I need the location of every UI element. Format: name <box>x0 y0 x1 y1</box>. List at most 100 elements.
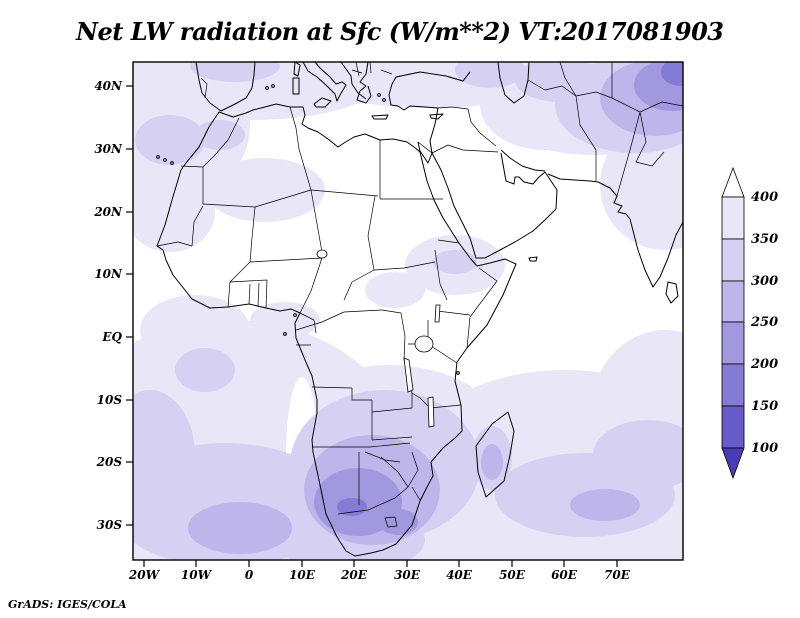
island-dot <box>283 332 287 336</box>
italy-coastline <box>302 62 347 102</box>
colorbar-segment <box>721 280 745 323</box>
island-dot <box>265 86 269 90</box>
colorbar <box>721 166 745 480</box>
x-tick-label: 60E <box>551 568 578 582</box>
contour-region <box>455 62 525 88</box>
lake-tanganyika <box>403 357 414 393</box>
contour-region <box>661 62 683 86</box>
y-tick-label: 10S <box>97 393 123 407</box>
colorbar-segment <box>721 238 745 282</box>
country-borders <box>156 62 683 528</box>
cyprus-outline <box>429 113 444 120</box>
y-tick-label: 30S <box>97 518 123 532</box>
contour-level-150-200 <box>337 62 683 516</box>
arabia-coastline <box>431 152 558 259</box>
y-tick-label: 10N <box>94 267 123 281</box>
x-tick-label: 20W <box>128 568 161 582</box>
coastlines <box>156 62 683 557</box>
colorbar-segment <box>721 321 745 365</box>
colorbar-labels: 400 350 300 250 200 150 100 <box>750 190 778 456</box>
contour-region <box>133 390 195 520</box>
lakes <box>316 249 441 428</box>
iran-india-coastline <box>500 149 683 288</box>
corsica-outline <box>293 62 301 77</box>
colorbar-segment <box>721 405 745 449</box>
plot-title: Net LW radiation at Sfc (W/m**2) VT:2017… <box>75 17 724 46</box>
island-dot <box>163 158 167 162</box>
x-tick-label: 10W <box>181 568 213 582</box>
borders-west-africa <box>156 189 323 314</box>
x-tick-label: 20E <box>340 568 368 582</box>
crete-outline <box>371 114 389 120</box>
contour-region <box>133 172 215 252</box>
x-tick-label: 40E <box>446 568 473 582</box>
lake-malawi <box>427 396 435 428</box>
colorbar-label: 350 <box>751 232 778 247</box>
lake-chad <box>316 249 328 259</box>
lake-victoria <box>414 335 434 353</box>
contour-region <box>365 272 425 308</box>
island-dot <box>382 98 386 102</box>
sicily-outline <box>313 97 332 108</box>
contour-region <box>250 302 320 338</box>
x-tick-label: 30E <box>394 568 421 582</box>
axis-ticks <box>126 85 618 567</box>
contour-region <box>378 509 418 535</box>
contour-region <box>600 120 683 250</box>
contour-region <box>195 120 245 150</box>
balkan-greece-coastline <box>340 62 372 104</box>
borders-middle-east-asia <box>417 62 683 197</box>
contour-region <box>140 295 250 365</box>
socotra-outline <box>528 256 538 262</box>
map-area <box>133 62 683 560</box>
x-tick-label: 0 <box>245 568 254 582</box>
colorbar-segment <box>721 363 745 407</box>
y-tick-label: 20N <box>93 205 123 219</box>
lake-turkana <box>434 304 441 323</box>
x-tick-label: 70E <box>604 568 631 582</box>
y-axis-labels: 40N 30N 20N 10N EQ 10S 20S 30S <box>93 79 123 532</box>
island-dot <box>156 155 160 159</box>
contour-region <box>188 502 292 554</box>
y-tick-label: 20S <box>96 455 123 469</box>
contour-region <box>593 420 683 490</box>
africa-coastline <box>156 103 517 557</box>
island-dot <box>293 313 297 317</box>
contour-region <box>135 115 205 165</box>
contour-region <box>205 158 325 222</box>
srilanka-outline <box>665 281 679 304</box>
contour-region <box>175 348 235 392</box>
colorbar-label: 150 <box>751 399 778 414</box>
colorbar-arrow-top <box>721 166 745 198</box>
contour-region <box>515 62 605 102</box>
colorbar-label: 200 <box>750 357 778 372</box>
colorbar-segment <box>721 196 745 240</box>
island-dot <box>271 84 275 88</box>
island-dot <box>377 93 381 97</box>
contour-region <box>337 498 367 516</box>
borders-europe <box>200 62 471 99</box>
colorbar-label: 400 <box>751 190 778 205</box>
sardinia-outline <box>292 77 300 95</box>
y-tick-label: 40N <box>94 79 123 93</box>
y-tick-label: 30N <box>94 142 123 156</box>
x-axis-labels: 20W 10W 0 10E 20E 30E 40E 50E 60E 70E <box>128 568 631 582</box>
contour-region <box>570 489 640 521</box>
x-tick-label: 10E <box>289 568 316 582</box>
borders-southern-africa <box>313 392 462 528</box>
plot-frame <box>132 61 684 561</box>
x-tick-label: 50E <box>499 568 526 582</box>
island-dot <box>456 371 460 375</box>
colorbar-label: 300 <box>751 274 778 289</box>
contour-region <box>481 444 503 480</box>
colorbar-arrow-bottom <box>721 447 745 480</box>
island-dot <box>170 161 174 165</box>
iberia-coastline <box>195 62 256 112</box>
colorbar-label: 100 <box>751 441 778 456</box>
colorbar-label: 250 <box>750 315 778 330</box>
madagascar-coastline <box>475 411 515 498</box>
contour-region <box>190 62 280 82</box>
grads-attribution: GrADS: IGES/COLA <box>8 598 127 611</box>
